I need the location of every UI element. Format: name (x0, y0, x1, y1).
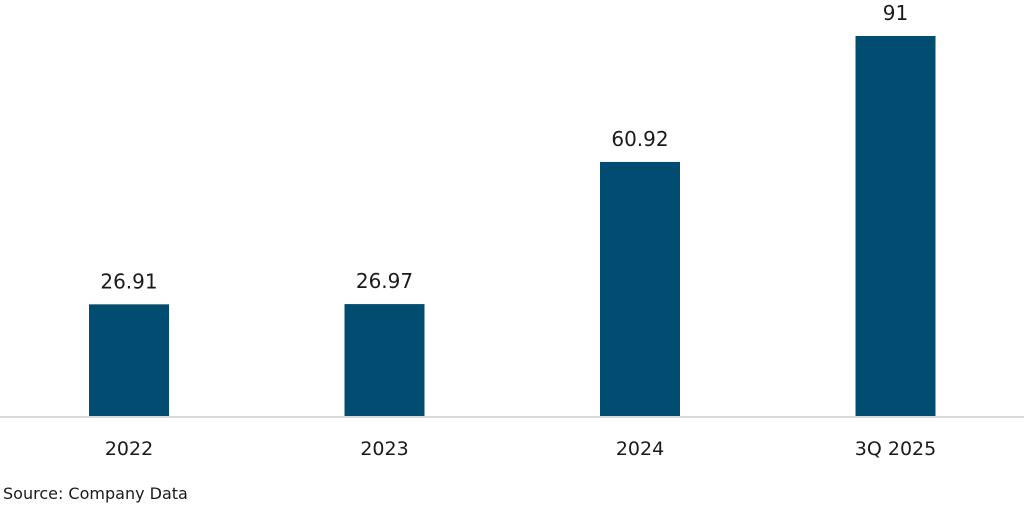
x-tick-label-2023: 2023 (360, 438, 408, 460)
x-tick-labels-group: 2022 2023 2024 3Q 2025 (105, 438, 936, 460)
bar-2022 (89, 304, 169, 417)
bars-group (89, 36, 936, 417)
x-tick-label-2022: 2022 (105, 438, 153, 460)
bar-2024 (600, 161, 680, 417)
data-labels-group: 26.91 26.97 60.92 91 (100, 1, 908, 293)
data-label-3q-2025: 91 (883, 1, 908, 25)
data-label-2024: 60.92 (611, 127, 668, 151)
source-note: Source: Company Data (3, 484, 188, 503)
data-label-2023: 26.97 (356, 269, 413, 293)
x-tick-label-2024: 2024 (616, 438, 664, 460)
bar-2023 (344, 304, 425, 417)
data-label-2022: 26.91 (100, 269, 157, 293)
bar-3q-2025 (855, 36, 936, 417)
x-tick-label-3q-2025: 3Q 2025 (855, 438, 936, 460)
